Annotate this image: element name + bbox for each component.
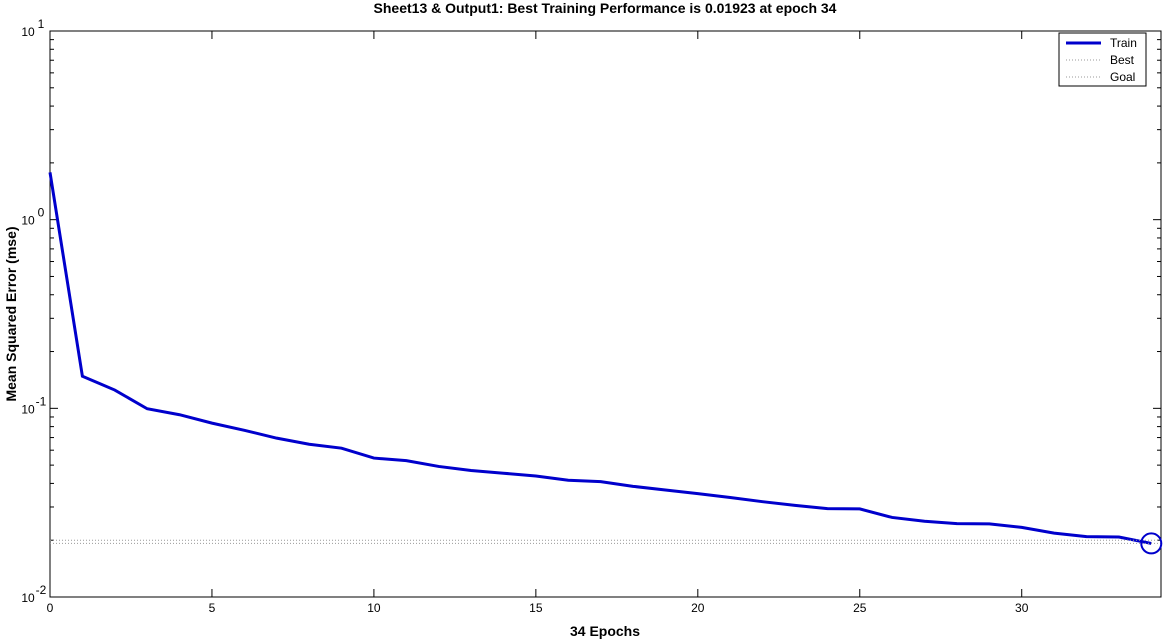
y-tick-label: 10 — [21, 25, 35, 39]
y-tick-label: 10 — [21, 402, 35, 416]
x-tick-label: 30 — [1015, 601, 1029, 615]
x-tick-label: 20 — [691, 601, 705, 615]
y-tick-exponent: -2 — [36, 583, 47, 597]
y-tick-exponent: 0 — [38, 206, 45, 220]
y-tick-exponent: -1 — [36, 394, 47, 408]
best-point-marker — [1140, 532, 1163, 555]
y-tick-exponent: 1 — [38, 17, 45, 31]
y-tick-label: 10 — [21, 591, 35, 605]
legend: Train Best Goal — [1058, 32, 1147, 87]
y-axis-label: Mean Squared Error (mse) — [3, 226, 19, 401]
legend-label-train: Train — [1110, 36, 1137, 50]
legend-label-best: Best — [1110, 53, 1135, 67]
legend-label-goal: Goal — [1110, 70, 1135, 84]
x-tick-label: 15 — [529, 601, 543, 615]
series-line-train — [48, 172, 1152, 545]
plot-frame — [49, 30, 1162, 598]
x-tick-label: 10 — [367, 601, 381, 615]
x-axis-ticks: 0 5 10 15 20 25 30 — [47, 31, 1029, 615]
chart-title: Sheet13 & Output1: Best Training Perform… — [374, 0, 837, 16]
plot-area — [49, 30, 1162, 598]
y-tick-label: 10 — [21, 214, 35, 228]
x-tick-label: 0 — [47, 601, 54, 615]
x-tick-label: 5 — [209, 601, 216, 615]
series-layer — [48, 172, 1163, 555]
x-axis-label: 34 Epochs — [570, 623, 640, 639]
x-tick-label: 25 — [853, 601, 867, 615]
